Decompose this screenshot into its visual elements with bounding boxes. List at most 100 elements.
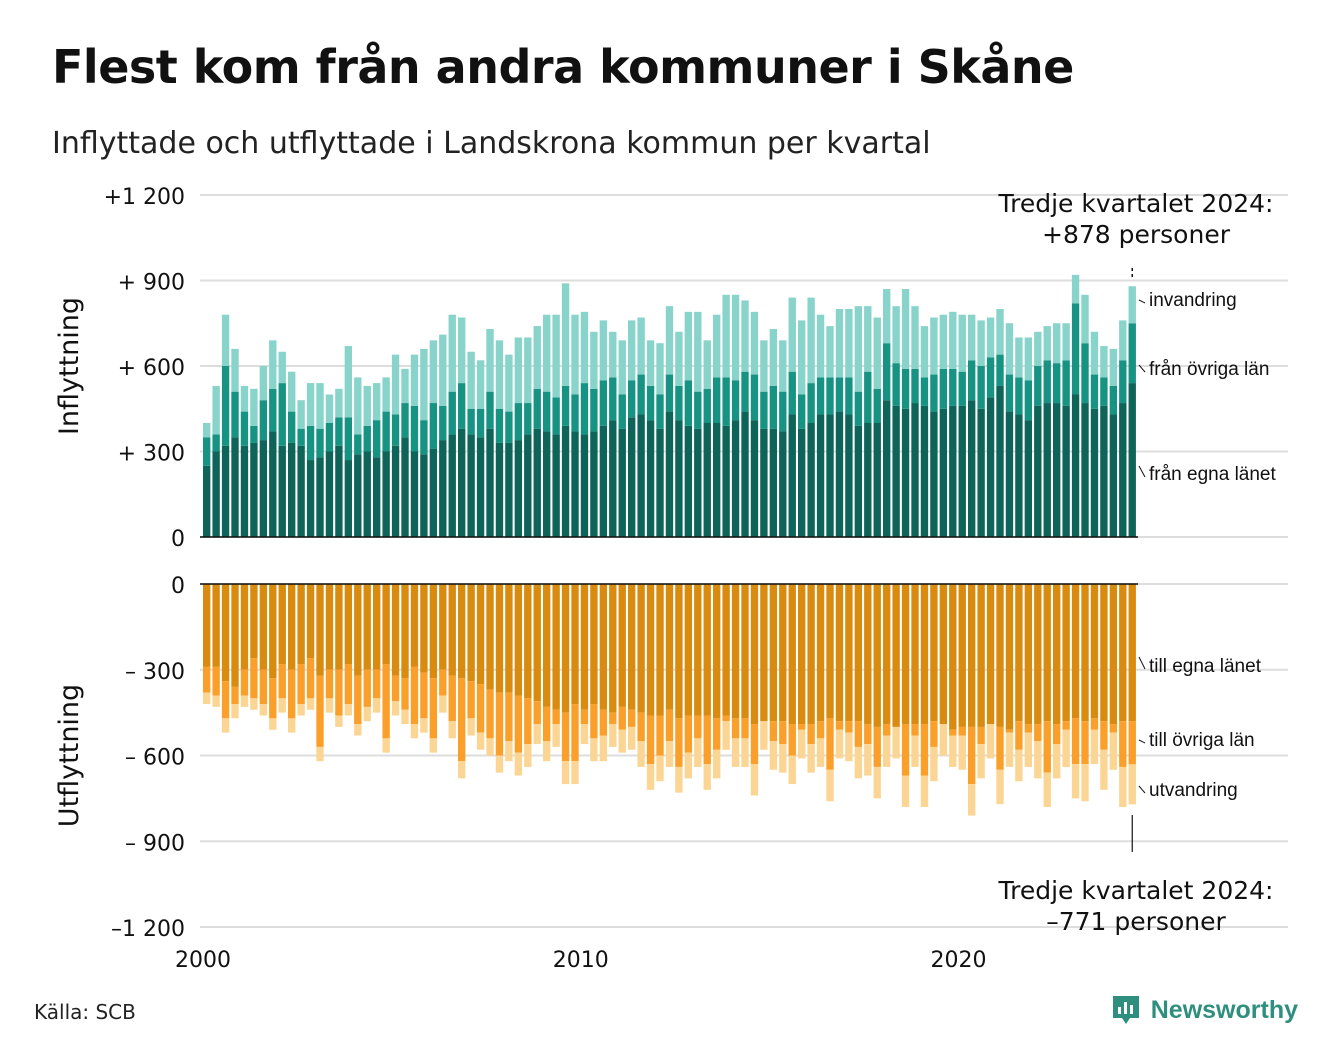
bar-in-immigration bbox=[949, 311, 957, 369]
bar-out-other-county bbox=[628, 709, 636, 727]
bar-in-other-county bbox=[637, 374, 645, 415]
bar-in-other-county bbox=[571, 394, 579, 432]
bar-in-other-county bbox=[835, 377, 844, 412]
bar-in-immigration bbox=[722, 294, 730, 378]
bar-out-emigration bbox=[1015, 749, 1023, 782]
bar-out-own-county bbox=[703, 584, 711, 716]
bar-out-emigration bbox=[1090, 729, 1099, 765]
bar-in-other-county bbox=[420, 420, 428, 455]
bar-in-immigration bbox=[769, 328, 778, 386]
bar-out-own-county bbox=[458, 584, 466, 679]
bar-in-own-county bbox=[599, 425, 608, 537]
bar-out-own-county bbox=[543, 584, 551, 707]
bar-in-other-county bbox=[429, 403, 438, 449]
bar-in-other-county bbox=[675, 385, 683, 421]
bar-in-other-county bbox=[656, 394, 664, 429]
bar-in-own-county bbox=[259, 440, 268, 537]
bar-in-immigration bbox=[694, 311, 702, 392]
bar-in-immigration bbox=[599, 320, 608, 381]
bar-in-immigration bbox=[420, 348, 428, 421]
bar-in-own-county bbox=[609, 420, 617, 537]
bar-in-other-county bbox=[949, 368, 957, 406]
bar-in-own-county bbox=[316, 457, 324, 537]
bar-in-other-county bbox=[1043, 360, 1051, 404]
bar-out-emigration bbox=[561, 761, 570, 785]
bar-out-other-county bbox=[221, 681, 230, 719]
bar-out-emigration bbox=[788, 755, 796, 785]
bar-out-own-county bbox=[722, 584, 730, 716]
bar-out-other-county bbox=[807, 724, 815, 745]
bar-in-own-county bbox=[363, 451, 371, 537]
bar-in-immigration bbox=[524, 337, 532, 404]
bar-in-other-county bbox=[240, 411, 249, 446]
bar-in-own-county bbox=[694, 428, 702, 537]
y-tick-label-out: – 600 bbox=[125, 746, 185, 771]
bar-in-other-county bbox=[722, 377, 730, 426]
bar-out-emigration bbox=[618, 729, 626, 753]
bar-in-other-county bbox=[533, 388, 541, 429]
bar-in-own-county bbox=[637, 414, 645, 537]
bar-out-own-county bbox=[1043, 584, 1051, 722]
bar-in-immigration bbox=[760, 340, 768, 392]
bar-out-own-county bbox=[278, 584, 286, 665]
bar-in-immigration bbox=[1081, 294, 1089, 344]
bar-out-other-county bbox=[713, 718, 721, 750]
bar-out-other-county bbox=[1119, 721, 1127, 767]
bar-out-other-county bbox=[278, 664, 286, 699]
bar-out-emigration bbox=[467, 718, 475, 736]
bar-out-emigration bbox=[779, 744, 787, 773]
bar-out-emigration bbox=[816, 738, 825, 767]
bar-out-other-county bbox=[259, 669, 268, 705]
x-tick-label: 2000 bbox=[175, 948, 231, 973]
bar-in-own-county bbox=[401, 437, 409, 537]
bar-out-other-county bbox=[864, 724, 872, 745]
bar-out-other-county bbox=[646, 715, 655, 765]
bar-out-own-county bbox=[949, 584, 957, 730]
bar-out-own-county bbox=[524, 584, 532, 699]
bar-out-own-county bbox=[571, 584, 579, 705]
bar-out-own-county bbox=[618, 584, 626, 707]
bar-out-emigration bbox=[958, 735, 966, 770]
bar-in-own-county bbox=[826, 414, 834, 537]
bar-out-own-county bbox=[514, 584, 523, 696]
bar-in-immigration bbox=[713, 314, 721, 378]
bar-out-other-county bbox=[1043, 721, 1051, 773]
bar-in-own-county bbox=[646, 420, 655, 537]
bar-in-immigration bbox=[1062, 323, 1070, 361]
bar-in-own-county bbox=[996, 385, 1004, 537]
bar-in-immigration bbox=[996, 309, 1004, 355]
bar-in-immigration bbox=[968, 314, 976, 361]
bar-in-immigration bbox=[552, 314, 560, 398]
bar-out-other-county bbox=[769, 721, 778, 742]
bar-in-other-county bbox=[363, 425, 371, 452]
bar-in-own-county bbox=[656, 428, 664, 537]
annotation-out-line2: –771 personer bbox=[1046, 907, 1226, 936]
bar-out-own-county bbox=[901, 584, 910, 725]
bar-in-own-county bbox=[561, 425, 570, 537]
bar-out-own-county bbox=[1100, 584, 1108, 722]
newsworthy-logo: Newsworthy bbox=[1111, 994, 1298, 1026]
bar-in-immigration bbox=[533, 326, 541, 389]
bar-in-own-county bbox=[1053, 403, 1061, 537]
bar-out-other-county bbox=[297, 664, 305, 705]
bar-in-other-county bbox=[968, 360, 976, 401]
bar-out-own-county bbox=[1090, 584, 1099, 719]
bar-in-own-county bbox=[1071, 394, 1080, 537]
bar-out-own-county bbox=[675, 584, 683, 719]
bar-out-other-county bbox=[486, 689, 494, 739]
bar-out-emigration bbox=[439, 695, 447, 713]
bar-out-other-county bbox=[410, 666, 419, 725]
bar-in-own-county bbox=[278, 445, 286, 537]
bar-out-emigration bbox=[429, 738, 438, 753]
bar-out-own-county bbox=[769, 584, 778, 722]
bar-in-own-county bbox=[552, 434, 560, 537]
bar-in-immigration bbox=[288, 371, 296, 412]
y-tick-label-in: + 300 bbox=[118, 442, 185, 467]
bar-out-emigration bbox=[1024, 732, 1033, 767]
series-label-invandring: invandring bbox=[1149, 290, 1237, 311]
bar-out-emigration bbox=[760, 721, 768, 750]
bar-in-own-county bbox=[335, 445, 343, 537]
bar-in-immigration bbox=[505, 354, 513, 412]
bar-in-own-county bbox=[854, 425, 863, 537]
